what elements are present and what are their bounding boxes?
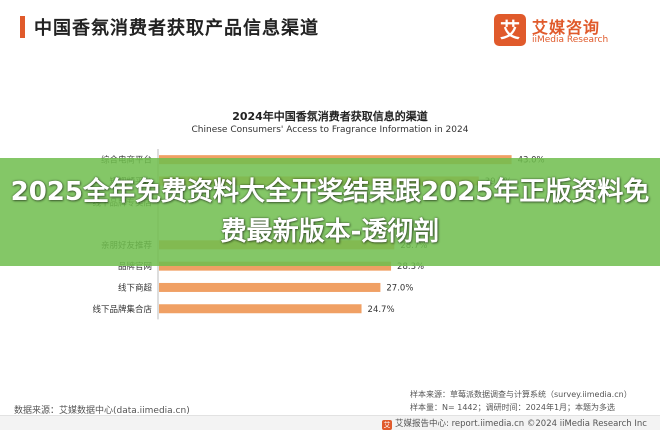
category-label: 线下商超 [118,282,153,293]
chart-subtitle: Chinese Consumers' Access to Fragrance I… [191,125,469,135]
bar [159,282,381,292]
sample-source-note: 样本来源：草莓派数据调查与计算系统（survey.iimedia.cn） [410,390,632,399]
report-footer: 艾艾媒报告中心: report.iimedia.cn ©2024 iiMedia… [0,415,660,430]
logo-name-en: iiMedia Research [532,35,609,45]
bar [159,304,362,314]
logo-mark-icon: 艾 [494,14,526,46]
footer-text: 艾艾媒报告中心: report.iimedia.cn ©2024 iiMedia… [382,417,647,430]
overlay-banner-text: 2025全年免费资料大全开奖结果跟2025年正版资料免费最新版本-透彻剖 [10,177,650,247]
sample-size-note: 样本量：N= 1442；调研时间：2024年1月；本题为多选 [410,403,616,412]
category-label: 线下品牌集合店 [92,304,152,315]
chart-title: 2024年中国香氛消费者获取信息的渠道 [232,110,428,123]
page-title: 中国香氛消费者获取产品信息渠道 [34,18,319,39]
iimedia-logo: 艾 艾媒咨询 iiMedia Research [494,14,642,50]
data-label: 28.3% [397,262,424,272]
overlay-banner [0,158,660,266]
footer-label: 艾媒报告中心: report.iimedia.cn ©2024 iiMedia … [395,419,647,429]
footer-logo-icon: 艾 [382,420,392,430]
data-label: 24.7% [368,305,395,315]
report-header: 中国香氛消费者获取产品信息渠道 艾 艾媒咨询 iiMedia Research [0,0,660,62]
logo-name-cn: 艾媒咨询 [532,18,601,37]
data-label: 27.0% [386,283,413,293]
bar [159,261,392,271]
data-source: 数据来源：艾媒数据中心(data.iimedia.cn) [14,406,190,416]
title-accent-bar [20,16,25,38]
category-label: 品牌官网 [118,261,152,272]
sample-notes: 样本来源：草莓派数据调查与计算系统（survey.iimedia.cn） 样本量… [410,388,650,414]
